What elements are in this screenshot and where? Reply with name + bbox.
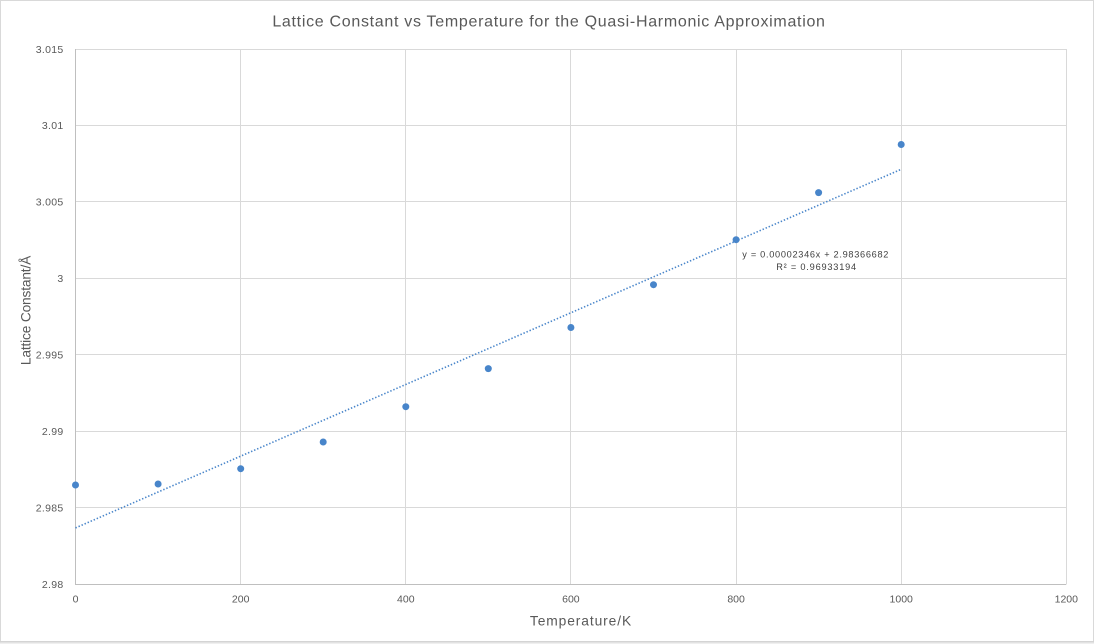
svg-text:2.98: 2.98: [42, 579, 64, 591]
svg-text:200: 200: [232, 593, 250, 605]
svg-text:600: 600: [562, 593, 580, 605]
svg-text:Lattice Constant vs Temperatur: Lattice Constant vs Temperature for the …: [272, 14, 825, 31]
svg-text:2.985: 2.985: [36, 502, 64, 514]
svg-text:Temperature/K: Temperature/K: [530, 614, 632, 629]
svg-text:0: 0: [73, 593, 79, 605]
svg-text:2.995: 2.995: [36, 350, 64, 362]
svg-text:3: 3: [57, 273, 63, 285]
svg-text:3.01: 3.01: [42, 120, 64, 132]
svg-text:1200: 1200: [1055, 593, 1079, 605]
svg-text:R² = 0.96933194: R² = 0.96933194: [776, 262, 857, 272]
svg-text:y = 0.00002346x + 2.98366682: y = 0.00002346x + 2.98366682: [742, 249, 889, 259]
svg-text:2.99: 2.99: [42, 426, 64, 438]
svg-text:1000: 1000: [890, 593, 914, 605]
svg-text:3.015: 3.015: [36, 44, 64, 56]
svg-text:800: 800: [727, 593, 745, 605]
svg-text:400: 400: [397, 593, 415, 605]
svg-text:3.005: 3.005: [36, 197, 64, 209]
svg-text:Lattice Constant/Å: Lattice Constant/Å: [18, 255, 34, 365]
